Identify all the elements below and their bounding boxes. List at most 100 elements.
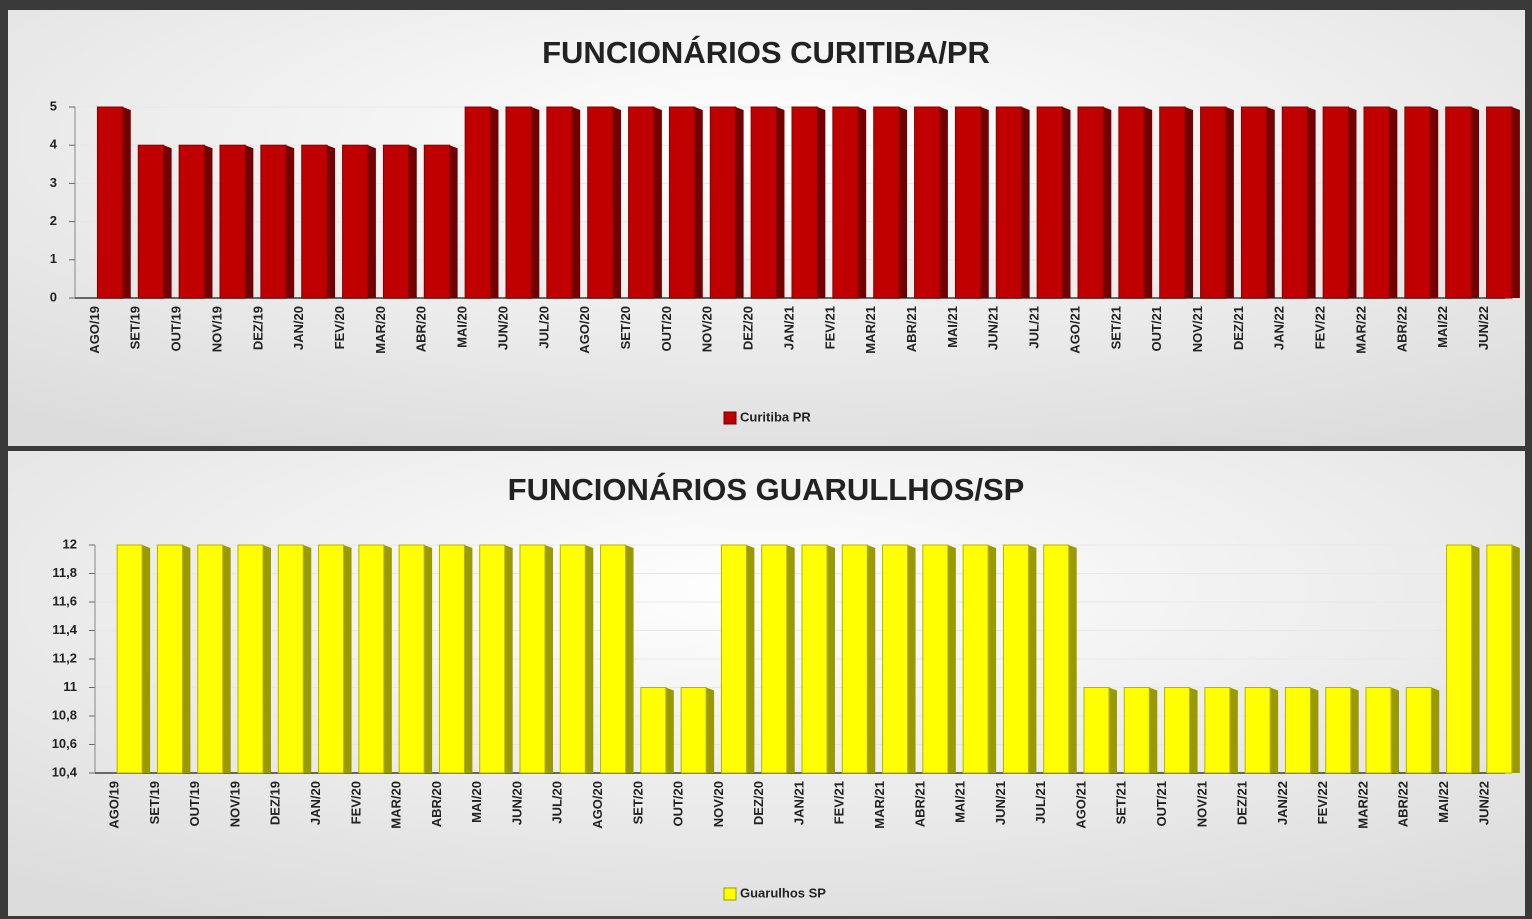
bar xyxy=(680,687,707,774)
bar xyxy=(1240,106,1268,299)
x-tick-label: AGO/19 xyxy=(87,306,102,354)
x-tick-label: SET/20 xyxy=(630,781,645,824)
bar xyxy=(1363,106,1390,299)
x-tick-label: NOV/21 xyxy=(1190,306,1205,352)
bar-side xyxy=(245,145,254,298)
bar-side xyxy=(531,107,540,298)
x-tick-label: JAN/22 xyxy=(1275,781,1290,825)
bar xyxy=(1284,687,1311,774)
x-tick-label: JUN/22 xyxy=(1476,306,1491,350)
bar xyxy=(398,544,425,774)
x-tick-label: JUN/21 xyxy=(986,306,1001,350)
x-tick-label: FEV/22 xyxy=(1313,306,1328,349)
bar-side xyxy=(408,145,417,298)
x-tick-label: FEV/21 xyxy=(832,781,847,824)
x-tick-label: MAI/21 xyxy=(945,306,960,348)
bar xyxy=(301,144,328,299)
x-tick-label: MAI/21 xyxy=(953,781,968,823)
x-tick-label: NOV/20 xyxy=(700,306,715,352)
bar-side xyxy=(776,107,785,298)
bar-side xyxy=(585,545,594,773)
bar-side xyxy=(286,145,295,298)
bar xyxy=(342,144,369,299)
bar xyxy=(1200,106,1227,299)
bar xyxy=(962,544,989,774)
bar xyxy=(914,106,941,299)
bar xyxy=(1445,106,1472,299)
y-tick-label: 11 xyxy=(63,679,77,694)
y-tick-label: 2 xyxy=(50,213,57,228)
bar-side xyxy=(383,545,392,773)
bar-side xyxy=(303,545,312,773)
bar xyxy=(438,544,465,774)
bar-side xyxy=(1185,107,1194,298)
x-tick-label: ABR/20 xyxy=(429,781,444,827)
bar xyxy=(116,544,143,774)
x-tick-label: OUT/19 xyxy=(169,306,184,352)
bar xyxy=(1322,106,1349,299)
x-tick-label: MAR/20 xyxy=(373,306,388,354)
bar-side xyxy=(327,145,336,298)
y-tick-label: 11,8 xyxy=(52,565,77,580)
bar-side xyxy=(572,107,581,298)
bar-side xyxy=(1430,107,1439,298)
x-tick-label: NOV/20 xyxy=(711,781,726,827)
bar-side xyxy=(613,107,622,298)
bar-side xyxy=(262,545,271,773)
bar-side xyxy=(1348,107,1357,298)
x-tick-label: MAR/21 xyxy=(872,781,887,829)
bar xyxy=(791,106,818,299)
legend-label: Curitiba PR xyxy=(740,409,811,424)
y-tick-label: 11,6 xyxy=(52,593,77,608)
bar-side xyxy=(1021,107,1030,298)
bar-side xyxy=(122,107,131,298)
x-tick-label: NOV/21 xyxy=(1194,781,1209,827)
x-tick-label: OUT/19 xyxy=(187,781,202,827)
bar-side xyxy=(1310,687,1319,773)
x-tick-label: ABR/22 xyxy=(1394,306,1409,352)
bar-side xyxy=(222,545,231,773)
bar-side xyxy=(182,545,191,773)
x-tick-label: OUT/20 xyxy=(659,306,674,352)
x-tick-label: JAN/20 xyxy=(291,306,306,350)
x-tick-label: FEV/20 xyxy=(348,781,363,824)
x-tick-label: FEV/21 xyxy=(822,306,837,349)
x-tick-label: MAR/21 xyxy=(863,306,878,354)
bar-side xyxy=(1028,545,1037,773)
x-tick-label: JUN/20 xyxy=(509,781,524,825)
x-tick-label: NOV/19 xyxy=(227,781,242,827)
x-tick-label: SET/19 xyxy=(128,306,143,349)
x-tick-label: JAN/20 xyxy=(308,781,323,825)
x-tick-label: SET/21 xyxy=(1108,306,1123,349)
y-tick-label: 11,4 xyxy=(52,622,77,637)
bar xyxy=(640,687,667,774)
bar-side xyxy=(204,145,213,298)
x-tick-label: JUL/20 xyxy=(550,781,565,824)
bar xyxy=(237,544,264,774)
x-tick-label: NOV/19 xyxy=(209,306,224,352)
x-tick-label: JAN/22 xyxy=(1272,306,1287,350)
y-tick-label: 12 xyxy=(63,536,77,551)
bar-side xyxy=(424,545,433,773)
bar-side xyxy=(142,545,151,773)
bar xyxy=(479,544,506,774)
bar-side xyxy=(817,107,826,298)
bar-side xyxy=(449,145,458,298)
bar-side xyxy=(1307,107,1316,298)
bar xyxy=(358,544,385,774)
bar-side xyxy=(1144,107,1153,298)
bar xyxy=(505,106,532,299)
bar-side xyxy=(939,107,948,298)
x-tick-label: DEZ/19 xyxy=(268,781,283,825)
bar-side xyxy=(1108,687,1117,773)
x-tick-label: JUL/21 xyxy=(1033,781,1048,824)
bar-side xyxy=(899,107,908,298)
bar xyxy=(1159,106,1186,299)
bar-side xyxy=(907,545,916,773)
bar xyxy=(587,106,614,299)
x-tick-label: JUL/21 xyxy=(1027,306,1042,349)
bar-side xyxy=(1062,107,1071,298)
bar-side xyxy=(988,545,997,773)
